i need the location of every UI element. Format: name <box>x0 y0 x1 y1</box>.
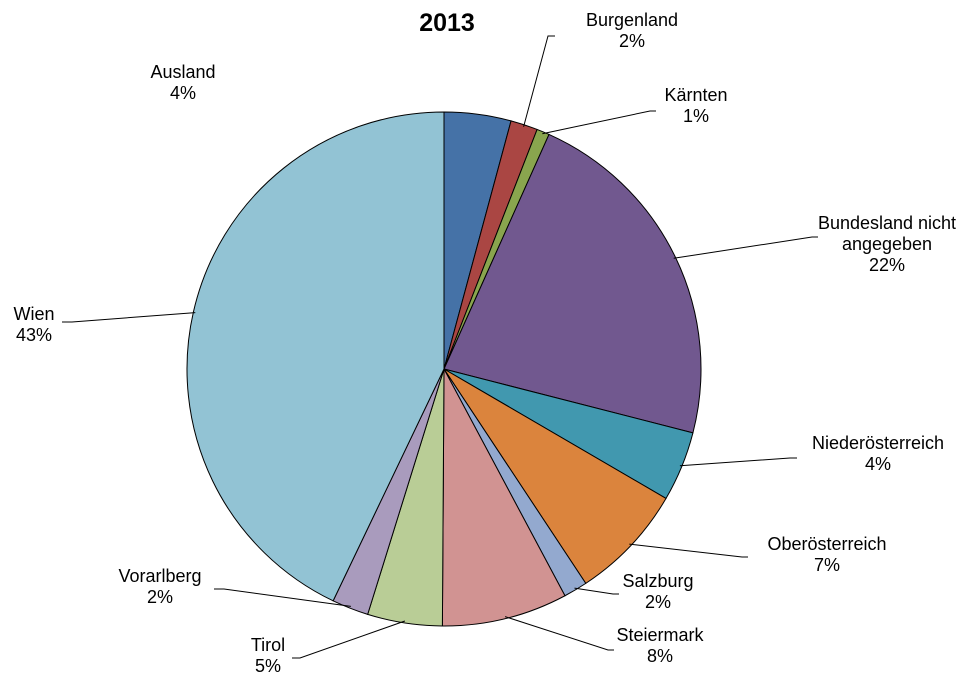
slice-label-1: Burgenland 2% <box>586 10 678 51</box>
pie-slice-3 <box>443 133 702 434</box>
leader-line-2 <box>542 110 656 135</box>
leader-line-3 <box>673 236 818 259</box>
slice-label-9: Vorarlberg 2% <box>118 566 201 607</box>
leader-line-9 <box>214 588 351 607</box>
leader-line-1 <box>523 35 555 127</box>
slice-label-7: Steiermark 8% <box>616 625 704 666</box>
pie-slice-10 <box>186 111 445 602</box>
pie-slice-5 <box>443 368 667 585</box>
leader-line-6 <box>574 587 619 595</box>
leader-line-10 <box>62 312 196 323</box>
leader-line-7 <box>504 616 614 651</box>
slice-label-2: Kärnten 1% <box>664 85 727 126</box>
pie-slice-7 <box>441 368 566 627</box>
leader-line-5 <box>629 543 748 558</box>
slice-label-5: Oberösterreich 7% <box>767 534 886 575</box>
slice-label-0: Ausland 4% <box>150 62 215 103</box>
leader-line-8 <box>292 620 406 659</box>
leader-line-4 <box>679 457 797 467</box>
chart-title: 2013 <box>419 9 475 37</box>
slice-label-3: Bundesland nicht angegeben 22% <box>818 213 956 275</box>
slice-label-4: Niederösterreich 4% <box>812 433 944 474</box>
slice-label-6: Salzburg 2% <box>622 571 693 612</box>
slice-label-10: Wien 43% <box>13 304 54 345</box>
slice-label-8: Tirol 5% <box>251 635 285 676</box>
